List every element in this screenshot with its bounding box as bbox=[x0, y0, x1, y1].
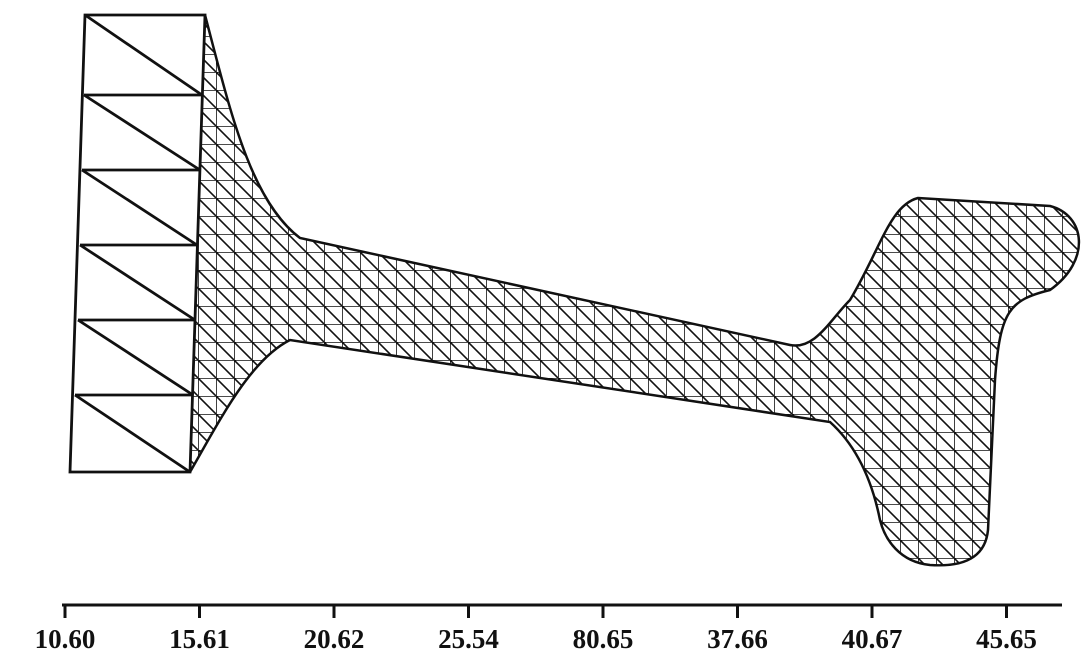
tick-label: 20.62 bbox=[304, 624, 365, 654]
tick-label: 25.54 bbox=[438, 624, 499, 654]
tick-label: 15.61 bbox=[169, 624, 230, 654]
tick-label: 45.65 bbox=[976, 624, 1037, 654]
tick-label: 40.67 bbox=[842, 624, 903, 654]
page: {"axis": {"labels": ["10.60", "15.61", "… bbox=[0, 0, 1087, 672]
tick-label: 10.60 bbox=[35, 624, 96, 654]
mesh bbox=[70, 0, 1087, 600]
mesh-fill bbox=[150, 0, 1087, 600]
tick-label: 80.65 bbox=[573, 624, 634, 654]
axis: 10.60 15.61 20.62 25.54 80.65 37.66 40.67 45.65 bbox=[35, 605, 1062, 654]
tick-label: 37.66 bbox=[707, 624, 768, 654]
coarse-block bbox=[70, 15, 205, 472]
mesh-figure: 10.60 15.61 20.62 25.54 80.65 37.66 40.67 45.65 bbox=[0, 0, 1087, 672]
